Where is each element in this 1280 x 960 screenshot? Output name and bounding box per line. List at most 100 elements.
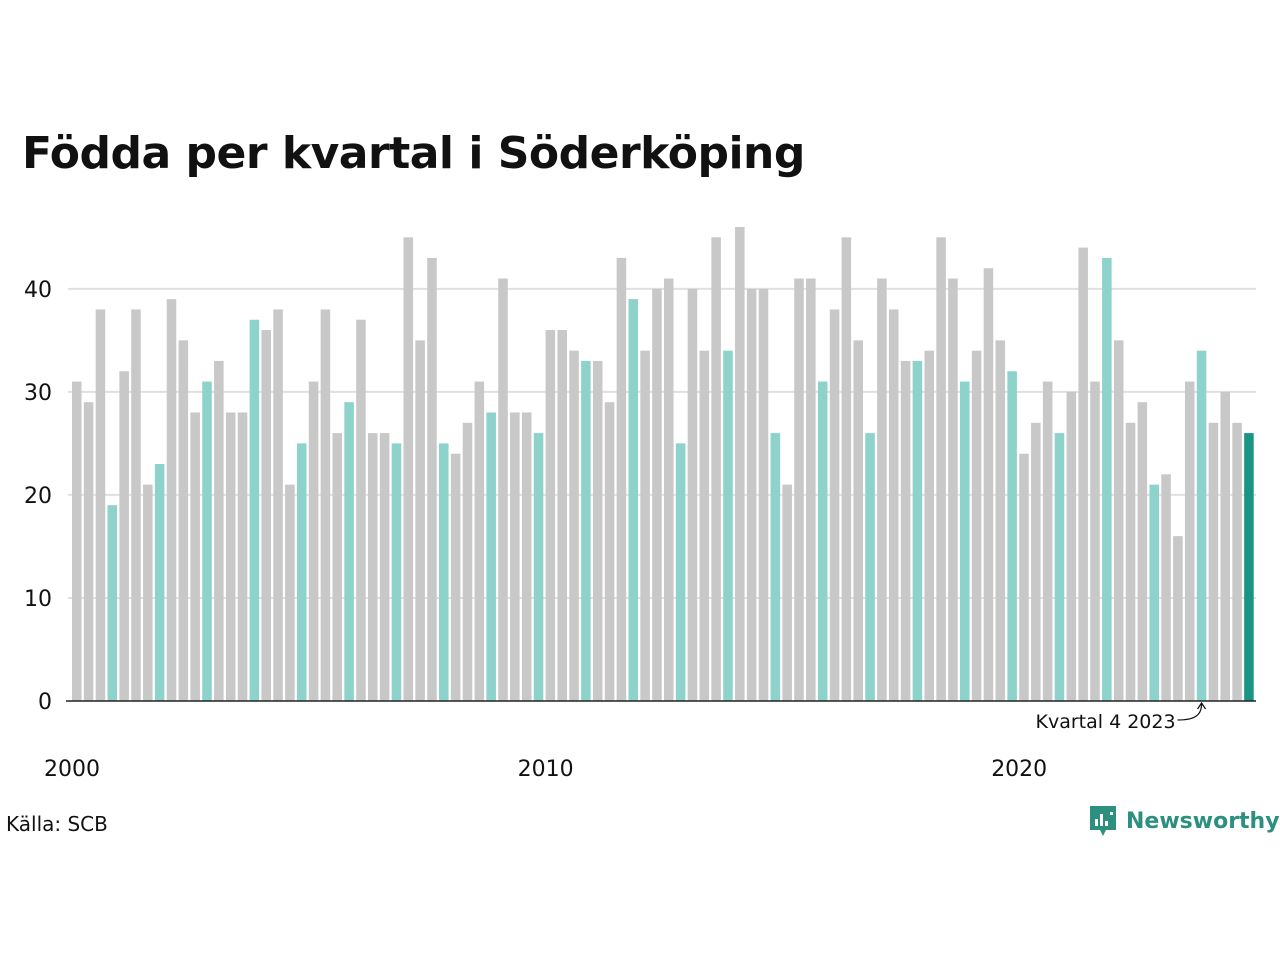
x-tick-label: 2010 [518,757,574,782]
bar [723,350,733,701]
x-tick-label: 2020 [991,757,1047,782]
bar [154,464,165,701]
bar [95,309,106,701]
bar [1137,402,1148,701]
bar [391,443,402,701]
bar [166,299,177,701]
bar [1161,474,1171,701]
bar [83,402,94,701]
bar [806,278,816,701]
bar [261,330,271,701]
bar [1196,350,1207,701]
bar [616,257,627,701]
bar [143,484,153,701]
bar [841,237,852,701]
bar [960,381,970,701]
bar [581,360,591,701]
bar [817,381,828,701]
bar [640,350,650,701]
brand-name: Newsworthy [1126,808,1280,834]
y-tick-label: 20 [24,484,52,509]
bar [1184,381,1195,701]
y-axis-ticks: 0 10 20 30 40 [24,278,52,715]
bar [190,412,200,701]
annotation-arrow [1177,701,1207,721]
bar [912,360,923,701]
bar [214,360,224,701]
bar [877,278,887,701]
bar [628,299,639,701]
bar [829,309,840,701]
bar [225,412,236,701]
x-tick-label: 2000 [44,757,100,782]
bar [758,288,769,701]
bar [699,350,710,701]
bar [249,319,260,701]
bar [652,288,662,701]
y-tick-label: 10 [24,587,52,612]
bar [983,268,994,701]
bar [486,412,496,701]
bar [1042,381,1053,701]
bar [273,309,283,701]
bar [1244,433,1254,701]
bar [368,433,378,701]
bar [853,340,863,701]
bar [1007,371,1017,701]
latest-annotation: Kvartal 4 2023 [1036,701,1207,733]
source-label: Källa: SCB [6,812,108,836]
bar [498,278,508,701]
bar [131,309,141,701]
bar [900,360,911,701]
bar [356,319,366,701]
bar [403,237,414,701]
bar [687,288,698,701]
bar [1149,484,1159,701]
bar [533,433,544,701]
bar [1054,433,1065,701]
bar [462,422,473,701]
bar [427,257,437,701]
bar [604,402,615,701]
brand-logo[interactable]: Newsworthy [1088,804,1280,838]
y-tick-label: 0 [38,690,52,715]
y-tick-label: 40 [24,278,52,303]
bar [664,278,674,701]
bar [592,360,603,701]
bar [521,412,532,701]
bar [1031,422,1041,701]
bar [320,309,331,701]
bars [72,227,1254,701]
bar [545,330,556,701]
bar [735,227,745,701]
bar [711,237,721,701]
bar [569,350,579,701]
bar [119,371,129,701]
bar [107,505,118,701]
bar [439,443,449,701]
bar [1090,381,1100,701]
bar [865,433,875,701]
bar [1078,247,1088,701]
bar [237,412,248,701]
bar [675,443,686,701]
bar [1208,422,1219,701]
newsworthy-logo-icon [1090,806,1116,836]
bar [971,350,982,701]
bar [746,288,757,701]
bar [379,433,390,701]
bar [178,340,189,701]
bar [770,433,781,701]
bar [1125,422,1136,701]
bar [557,330,567,701]
chart-title: Födda per kvartal i Söderköping [22,128,805,179]
bar [72,381,82,701]
bar [995,340,1006,701]
x-axis-ticks: 2000 2010 2020 [44,757,1047,782]
bar [888,309,899,701]
bar [202,381,212,701]
bar [948,278,958,701]
bar [1102,257,1112,701]
bar [1220,391,1231,701]
bar [1019,453,1029,701]
